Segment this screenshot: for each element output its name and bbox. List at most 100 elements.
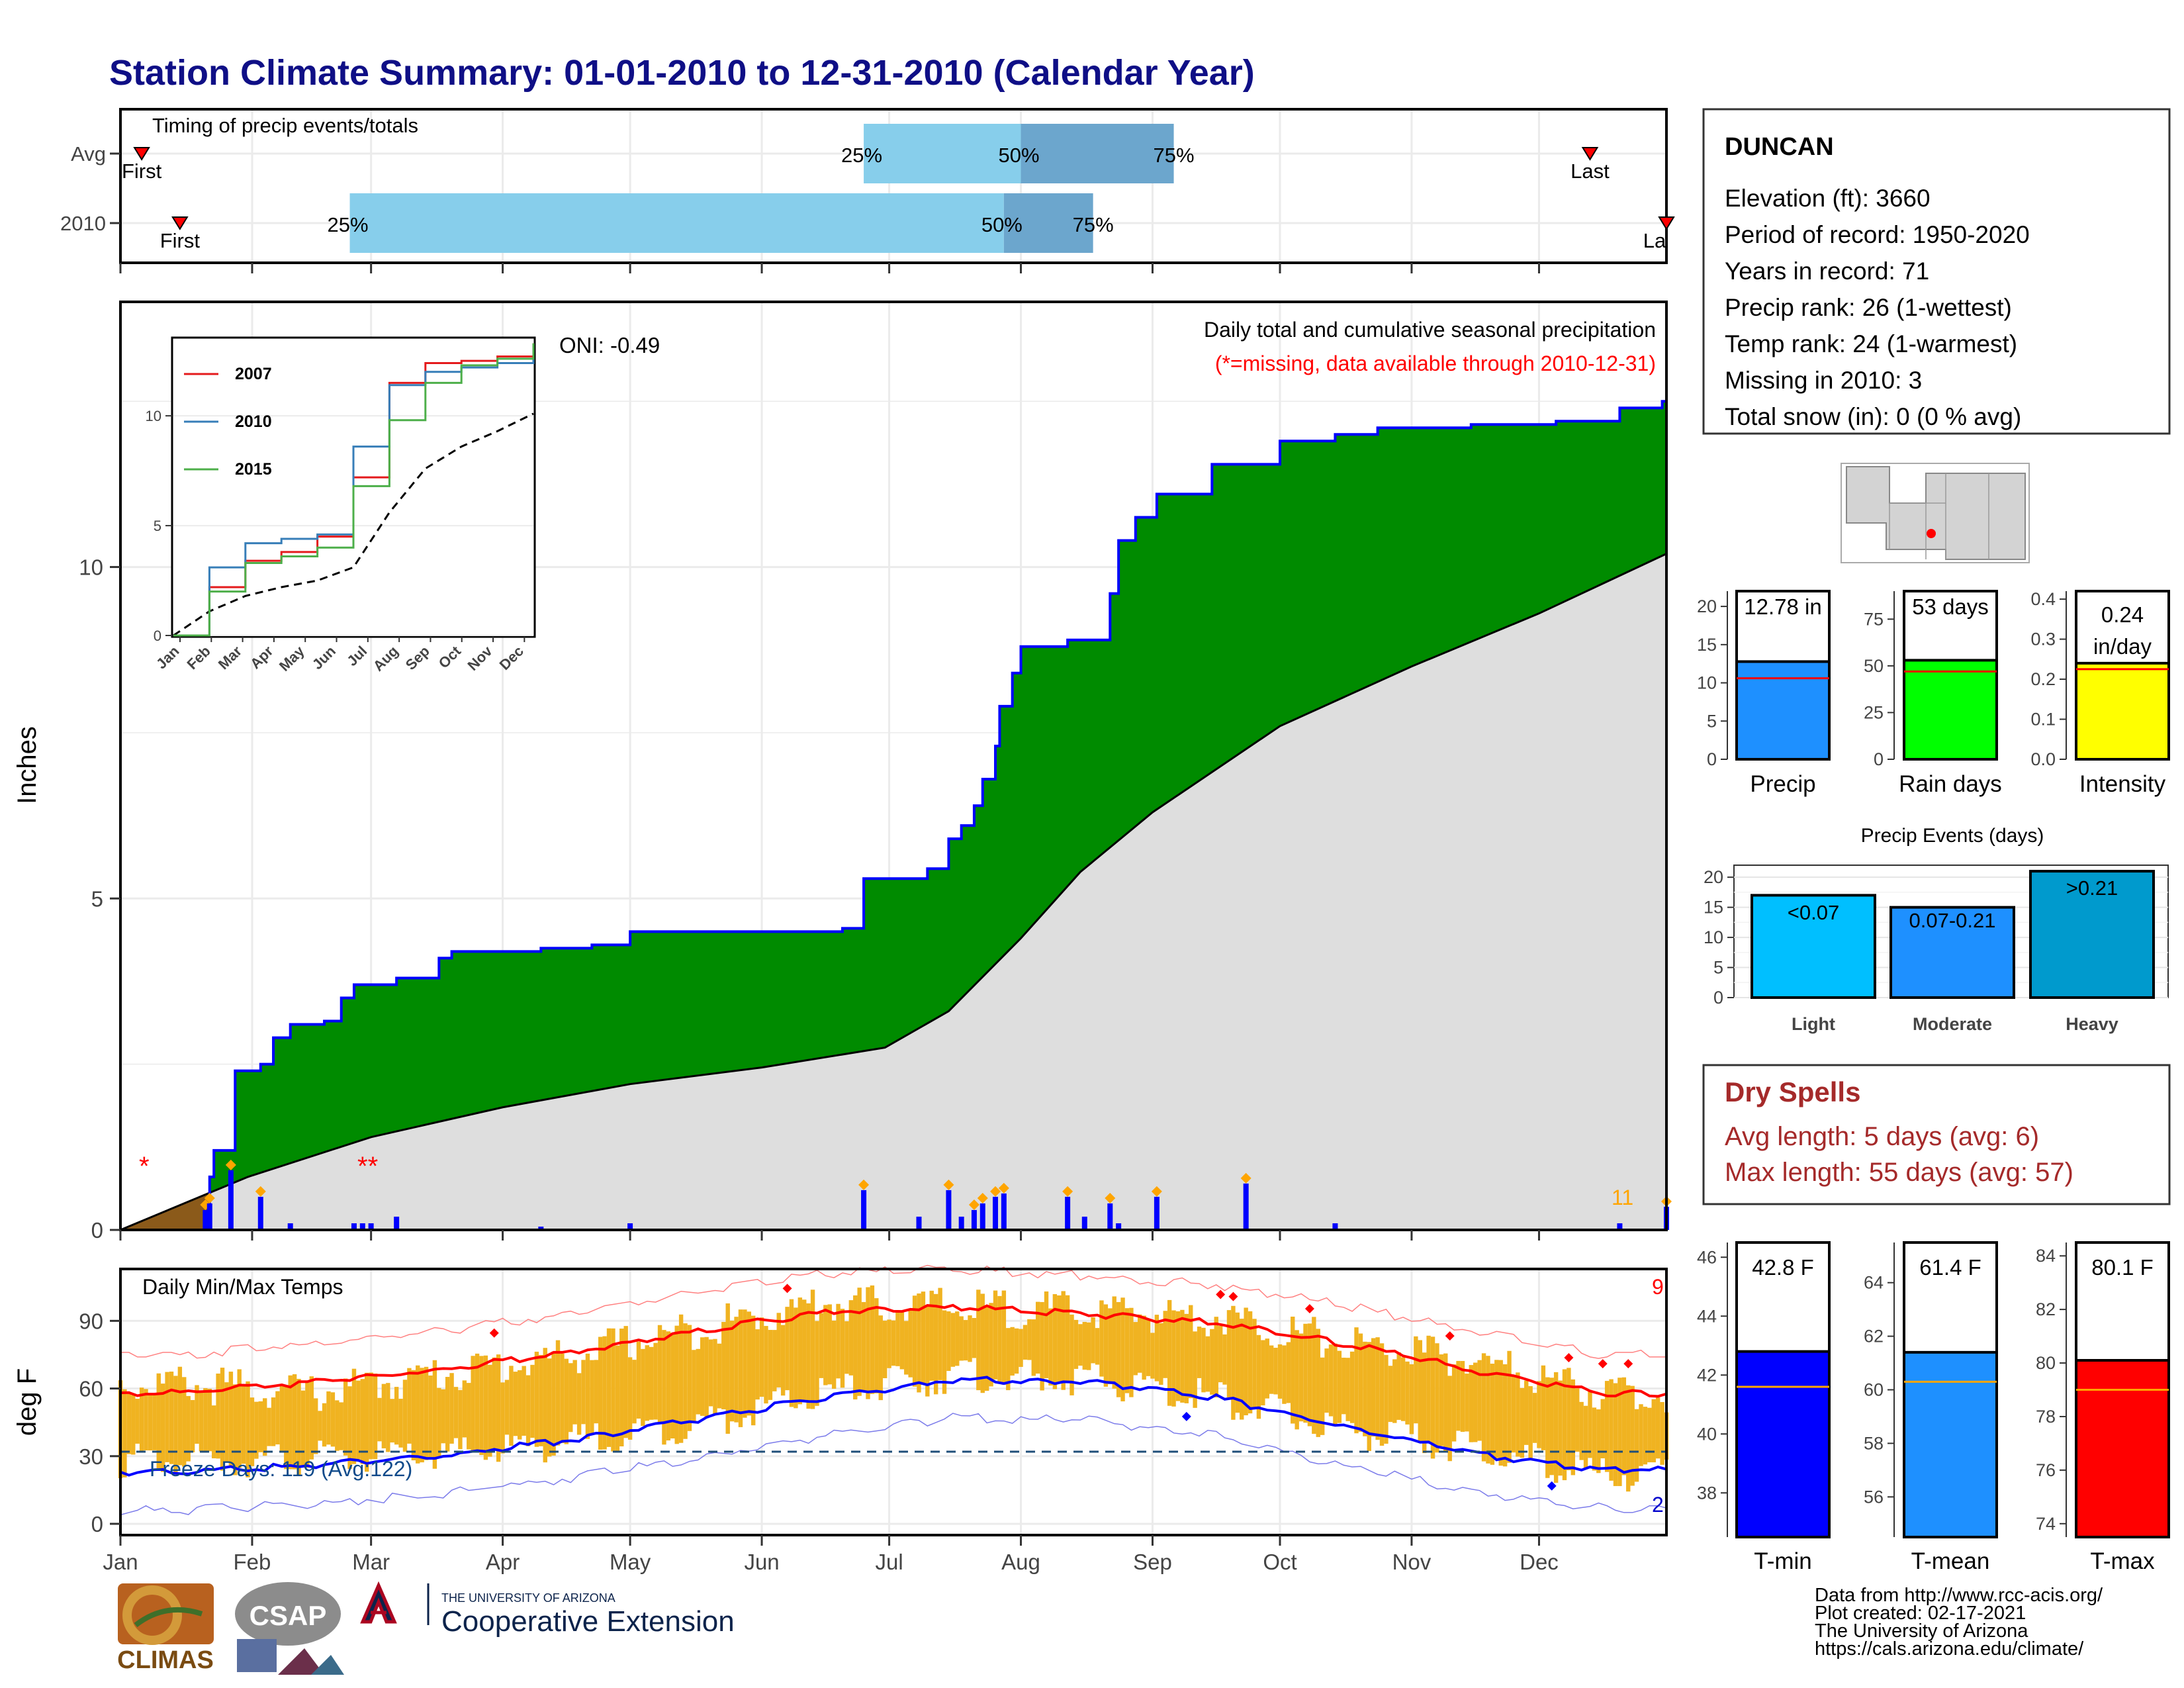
month-axis-labels: Jan Feb Mar Apr May Jun Jul Aug Sep Oct Nov Dec [103,1550,1558,1574]
daily-temp-range-bar [1447,1376,1452,1462]
daily-temp-range-bar [560,1353,565,1444]
daily-temp-range-bar [594,1360,598,1424]
daily-temp-range-bar [1511,1375,1516,1453]
daily-temp-range-bar [1019,1329,1023,1367]
daily-temp-range-bar [772,1330,777,1391]
daily-temp-range-bar [1316,1329,1320,1437]
precip-record-marker [225,1159,236,1170]
daily-temp-range-bar [963,1320,968,1361]
daily-temp-range-bar [853,1295,858,1400]
daily-temp-range-bar [462,1380,467,1438]
daily-precip-bar [1243,1183,1249,1230]
events-y-tick-label: 10 [1704,927,1723,947]
daily-temp-range-bar [1235,1312,1240,1413]
daily-temp-range-bar [1261,1340,1265,1406]
daily-temp-range-bar [1469,1365,1473,1442]
daily-temp-range-bar [1354,1327,1359,1434]
daily-temp-range-bar [831,1321,837,1389]
daily-precip-bar [627,1223,633,1230]
daily-temp-range-bar [471,1356,475,1452]
daily-temp-range-bar [1303,1323,1308,1423]
precip-axes: 0 5 10 [79,263,1540,1243]
daily-temp-range-bar [1031,1319,1036,1376]
daily-temp-range-bar [1392,1359,1397,1423]
daily-precip-bar [538,1226,544,1230]
daily-temp-range-bar [1099,1300,1104,1377]
inset-y-tick-label: 10 [146,408,161,424]
daily-temp-range-bar [220,1368,225,1471]
daily-temp-range-bar [848,1300,854,1376]
daily-temp-range-bar [823,1305,828,1385]
daily-temp-range-bar [1626,1385,1631,1492]
summary-y-tick-label: 0.4 [2030,589,2056,609]
daily-temp-range-bar [356,1380,361,1460]
daily-temp-range-bar [1451,1364,1457,1442]
daily-temp-range-bar [976,1289,981,1391]
daily-temp-range-bar [1328,1344,1334,1417]
daily-temp-range-bar [662,1330,666,1445]
inset-legend: 2007 2010 2015 [184,365,272,479]
temperature-summary-bars: 38 40 42 44 46 56 58 60 62 64 74 76 78 80 82 84 [1697,1241,2170,1539]
daily-temp-range-bar [1639,1404,1643,1466]
summary-y-tick-label: 75 [1864,609,1884,629]
cumulative-average-area [120,553,1666,1230]
daily-temp-range-bar [980,1293,985,1393]
daily-temp-range-bar [1562,1369,1567,1481]
daily-temp-range-bar [615,1345,620,1452]
average-max-line [120,1303,1667,1398]
station-line: Precip rank: 26 (1-wettest) [1725,294,2012,321]
inset-series-2010 [173,354,535,637]
daily-temp-range-bar [844,1321,849,1374]
daily-temp-range-bar [1460,1360,1465,1432]
daily-temp-range-bar [1248,1311,1253,1414]
daily-temp-range-bar [968,1315,972,1362]
daily-precip-bar [1081,1216,1087,1230]
daily-temp-range-bar [619,1329,624,1446]
daily-temp-range-bar [1006,1328,1011,1391]
climas-text: CLIMAS [117,1646,214,1674]
summary-y-tick-label: 84 [2036,1246,2056,1266]
daily-temp-range-bar [267,1407,271,1446]
daily-temp-range-bar [785,1307,790,1391]
temp-y-label: deg F [13,1368,42,1436]
daily-temp-range-bar [534,1351,539,1447]
daily-temp-range-bar [1570,1379,1576,1476]
daily-temp-range-bar [492,1357,496,1451]
daily-temp-range-bar [836,1303,841,1379]
precip-areas [120,383,1668,1231]
legend-2015: 2015 [235,460,272,479]
month-label: May [610,1550,651,1574]
daily-temp-range-bar [1035,1301,1040,1374]
daily-temp-range-bar [1175,1311,1181,1401]
daily-temp-range-bar [989,1303,993,1387]
daily-temp-range-bar [921,1291,926,1385]
daily-temp-range-bar [870,1285,875,1394]
daily-temp-range-bar [139,1387,144,1451]
daily-temp-range-bar [296,1378,301,1476]
daily-temp-range-bar [458,1389,463,1450]
precip-record-marker [990,1186,1001,1197]
station-line: Total snow (in): 0 (0 % avg) [1725,403,2021,430]
daily-temp-range-bar [1588,1390,1592,1458]
daily-temp-range-bar [611,1328,615,1452]
daily-temp-range-bar [288,1375,293,1470]
cumulative-2010-line [120,383,1668,1231]
month-label: Apr [486,1550,520,1574]
daily-temp-range-bar [649,1346,654,1420]
daily-temp-range-bar [564,1358,569,1444]
daily-temp-range-bar [126,1393,132,1454]
daily-temp-range-bar [1189,1305,1193,1399]
precip-y-tick-label: 10 [79,555,103,580]
daily-temp-range-bar [810,1289,815,1409]
daily-temp-range-bar [696,1348,700,1415]
daily-temp-range-bar [177,1366,183,1466]
inset-y-tick-label: 0 [154,628,161,644]
daily-temp-range-bar [190,1399,195,1452]
daily-temp-range-bar [1150,1333,1155,1379]
daily-temp-range-bar [1010,1327,1015,1376]
daily-temp-range-bar [182,1377,187,1467]
summary-bar [2075,1359,2170,1538]
daily-temp-range-bar [416,1365,420,1464]
record-high-marker [1304,1303,1314,1313]
daily-temp-range-bar [500,1382,505,1454]
